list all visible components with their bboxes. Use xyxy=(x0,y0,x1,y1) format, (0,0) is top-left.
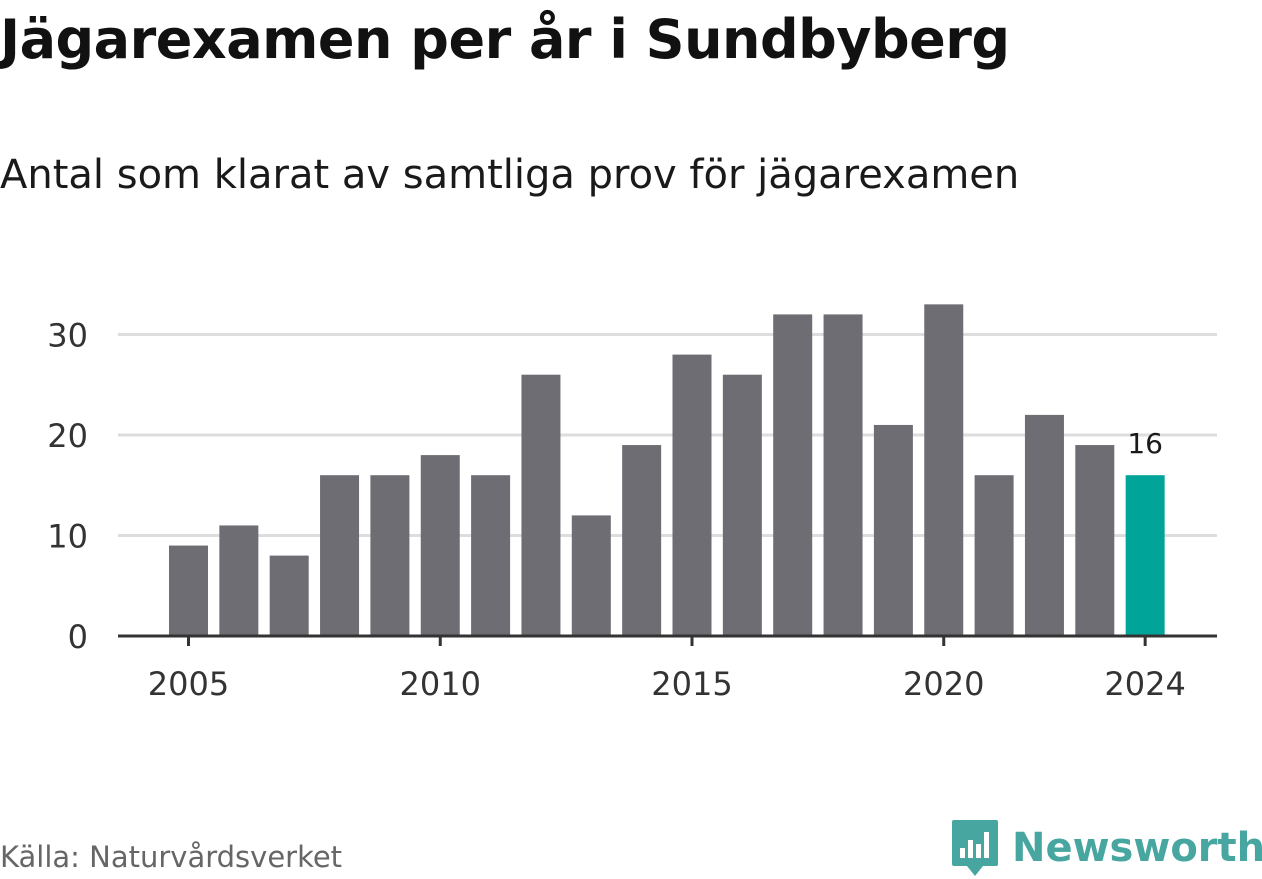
y-tick-label: 20 xyxy=(47,417,88,455)
bar xyxy=(924,304,964,636)
bar xyxy=(320,475,360,636)
chart-subtitle: Antal som klarat av samtliga prov för jä… xyxy=(0,152,1020,198)
y-tick-label: 0 xyxy=(68,618,88,656)
bar xyxy=(622,445,662,636)
bar xyxy=(773,314,813,636)
bar xyxy=(521,374,561,636)
chart-title: Jägarexamen per år i Sundbyberg xyxy=(0,8,1010,71)
bar xyxy=(571,515,611,636)
brand-name: Newsworthy xyxy=(1012,825,1262,871)
x-tick-label: 2020 xyxy=(903,665,984,703)
source-note: Källa: Naturvårdsverket xyxy=(0,840,343,874)
y-tick-label: 30 xyxy=(47,317,88,355)
bar xyxy=(873,424,913,636)
bar xyxy=(169,545,208,636)
data-label: 16 xyxy=(1127,427,1163,460)
bar xyxy=(722,374,762,636)
x-tick-label: 2005 xyxy=(148,665,229,703)
bar xyxy=(269,555,309,636)
bar xyxy=(823,314,863,636)
x-tick-label: 2015 xyxy=(651,665,732,703)
y-tick-label: 10 xyxy=(47,518,88,556)
bar xyxy=(471,475,511,636)
newsworthy-icon xyxy=(952,820,998,876)
bar xyxy=(974,475,1014,636)
newsworthy-logo: Newsworthy xyxy=(950,818,1262,878)
bar xyxy=(219,525,259,636)
bar xyxy=(370,475,410,636)
bar xyxy=(1024,414,1064,636)
bar xyxy=(420,455,460,636)
x-tick-label: 2024 xyxy=(1104,665,1185,703)
bar xyxy=(1075,445,1115,636)
bar xyxy=(672,354,712,636)
bar-highlight xyxy=(1125,475,1165,636)
x-tick-label: 2010 xyxy=(400,665,481,703)
